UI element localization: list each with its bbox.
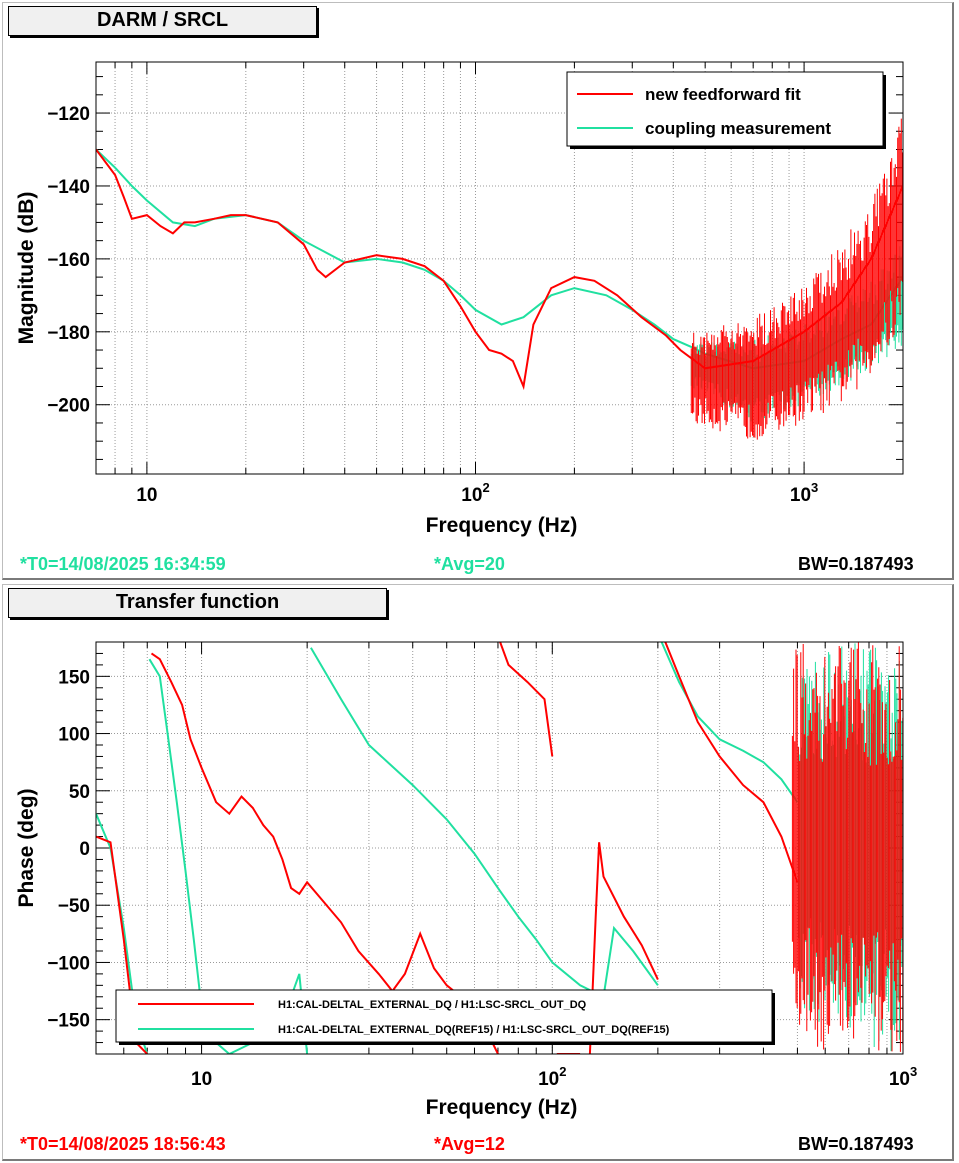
y-tick-label: 150 bbox=[58, 667, 90, 688]
y-axis-label: Phase (deg) bbox=[15, 788, 38, 907]
series-group bbox=[96, 118, 903, 440]
legend-label: H1:CAL-DELTAL_EXTERNAL_DQ / H1:LSC-SRCL_… bbox=[278, 999, 587, 1011]
magnitude-bw-label: BW=0.187493 bbox=[798, 554, 914, 574]
y-tick-label: −180 bbox=[47, 323, 90, 344]
x-tick-base: 10 bbox=[538, 1069, 559, 1090]
x-tick-base: 10 bbox=[136, 485, 157, 506]
y-tick-label: −50 bbox=[58, 896, 90, 917]
legend-box bbox=[566, 71, 884, 147]
x-tick-base: 10 bbox=[191, 1069, 212, 1090]
x-axis-label: Frequency (Hz) bbox=[426, 1096, 578, 1119]
x-tick-base: 10 bbox=[461, 485, 482, 506]
series-noise-band bbox=[791, 642, 903, 1052]
y-tick-label: −200 bbox=[47, 396, 90, 417]
x-axis-label: Frequency (Hz) bbox=[426, 514, 578, 537]
y-axis-label: Magnitude (dB) bbox=[15, 192, 38, 345]
y-tick-label: −100 bbox=[47, 953, 90, 974]
y-tick-label: −120 bbox=[47, 104, 90, 125]
legend-box bbox=[115, 989, 773, 1043]
series-line bbox=[96, 148, 903, 391]
y-tick-label: −140 bbox=[47, 177, 90, 198]
x-tick-exponent: 3 bbox=[910, 1064, 917, 1079]
legend: new feedforward fit coupling measurement bbox=[566, 71, 886, 149]
legend-label: new feedforward fit bbox=[645, 85, 801, 104]
x-tick-exponent: 2 bbox=[482, 480, 489, 495]
x-tick-exponent: 2 bbox=[559, 1064, 566, 1079]
x-tick-base: 10 bbox=[790, 485, 811, 506]
phase-t0-label: *T0=14/08/2025 18:56:43 bbox=[20, 1134, 226, 1154]
y-tick-label: −160 bbox=[47, 250, 90, 271]
series-noise-band bbox=[690, 118, 903, 440]
plot-frame bbox=[95, 61, 904, 475]
magnitude-t0-label: *T0=14/08/2025 16:34:59 bbox=[20, 554, 226, 574]
x-tick-label: 103 bbox=[790, 480, 818, 506]
legend-label: coupling measurement bbox=[645, 119, 831, 138]
legend: H1:CAL-DELTAL_EXTERNAL_DQ / H1:LSC-SRCL_… bbox=[115, 989, 775, 1045]
magnitude-panel-title[interactable]: DARM / SRCL bbox=[8, 6, 317, 36]
series-line bbox=[96, 148, 903, 370]
x-tick-label: 10 bbox=[136, 485, 157, 506]
phase-panel-title[interactable]: Transfer function bbox=[8, 588, 387, 618]
x-tick-base: 10 bbox=[889, 1069, 910, 1090]
x-tick-label: 10 bbox=[191, 1069, 212, 1090]
phase-bw-label: BW=0.187493 bbox=[798, 1134, 914, 1154]
magnitude-avg-label: *Avg=20 bbox=[434, 554, 505, 574]
y-tick-label: 0 bbox=[79, 839, 90, 860]
series-line bbox=[96, 642, 799, 1054]
x-tick-label: 102 bbox=[461, 480, 489, 506]
y-tick-label: 50 bbox=[69, 782, 90, 803]
phase-avg-label: *Avg=12 bbox=[434, 1134, 505, 1154]
x-tick-label: 103 bbox=[889, 1064, 917, 1090]
plot-frame bbox=[95, 641, 904, 1055]
y-tick-label: 100 bbox=[58, 725, 90, 746]
x-tick-label: 102 bbox=[538, 1064, 566, 1090]
x-tick-exponent: 3 bbox=[811, 480, 818, 495]
y-tick-label: −150 bbox=[47, 1011, 90, 1032]
legend-label: H1:CAL-DELTAL_EXTERNAL_DQ(REF15) / H1:LS… bbox=[278, 1024, 670, 1036]
